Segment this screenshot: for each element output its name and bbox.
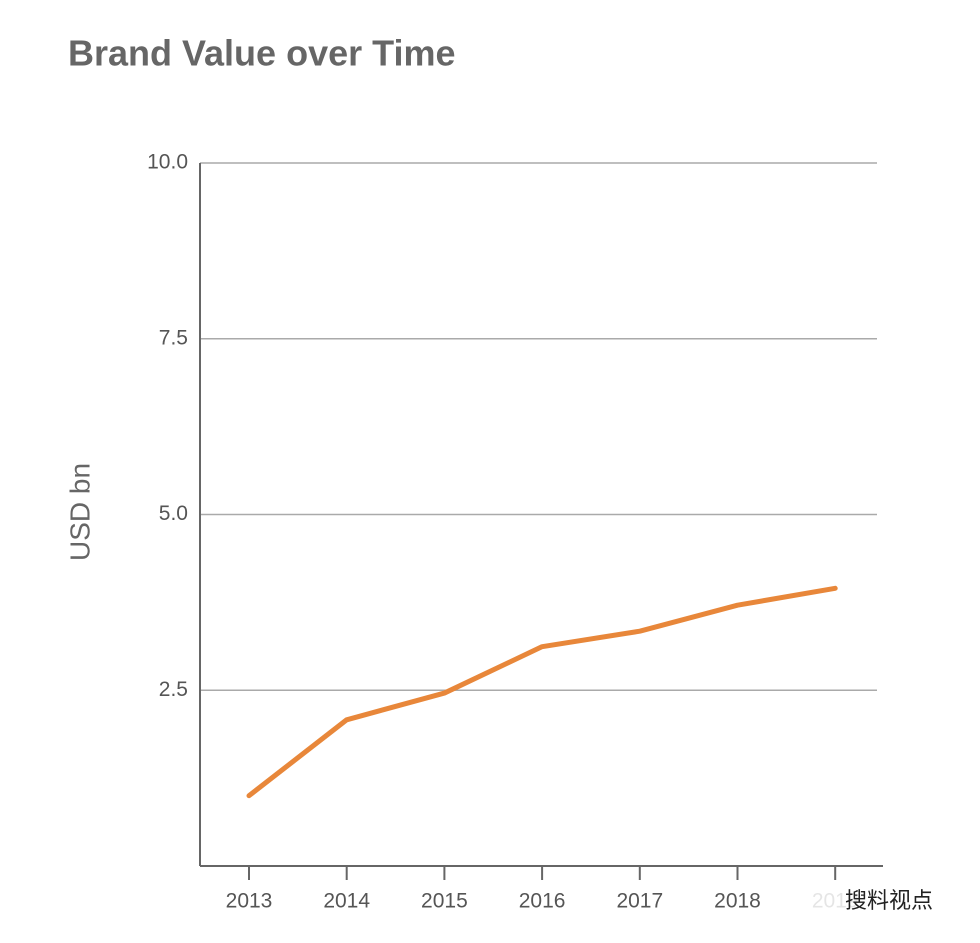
- watermark-bg: [812, 884, 962, 920]
- x-tick-label: 2015: [421, 890, 468, 913]
- x-tick-label: 2018: [714, 890, 761, 913]
- x-tick-label: 2014: [323, 890, 370, 913]
- y-axis-label: USD bn: [64, 463, 95, 561]
- x-tick-label: 2016: [519, 890, 566, 913]
- y-tick-label: 5.0: [159, 502, 188, 525]
- y-tick-label: 7.5: [159, 326, 188, 349]
- chart-title: Brand Value over Time: [68, 33, 456, 74]
- x-tick-label: 2017: [616, 890, 663, 913]
- y-tick-label: 10.0: [147, 151, 188, 174]
- y-tick-label: 2.5: [159, 678, 188, 701]
- watermark: 搜料视点: [845, 888, 933, 913]
- data-line: [246, 585, 838, 799]
- x-tick-label: 2013: [226, 890, 273, 913]
